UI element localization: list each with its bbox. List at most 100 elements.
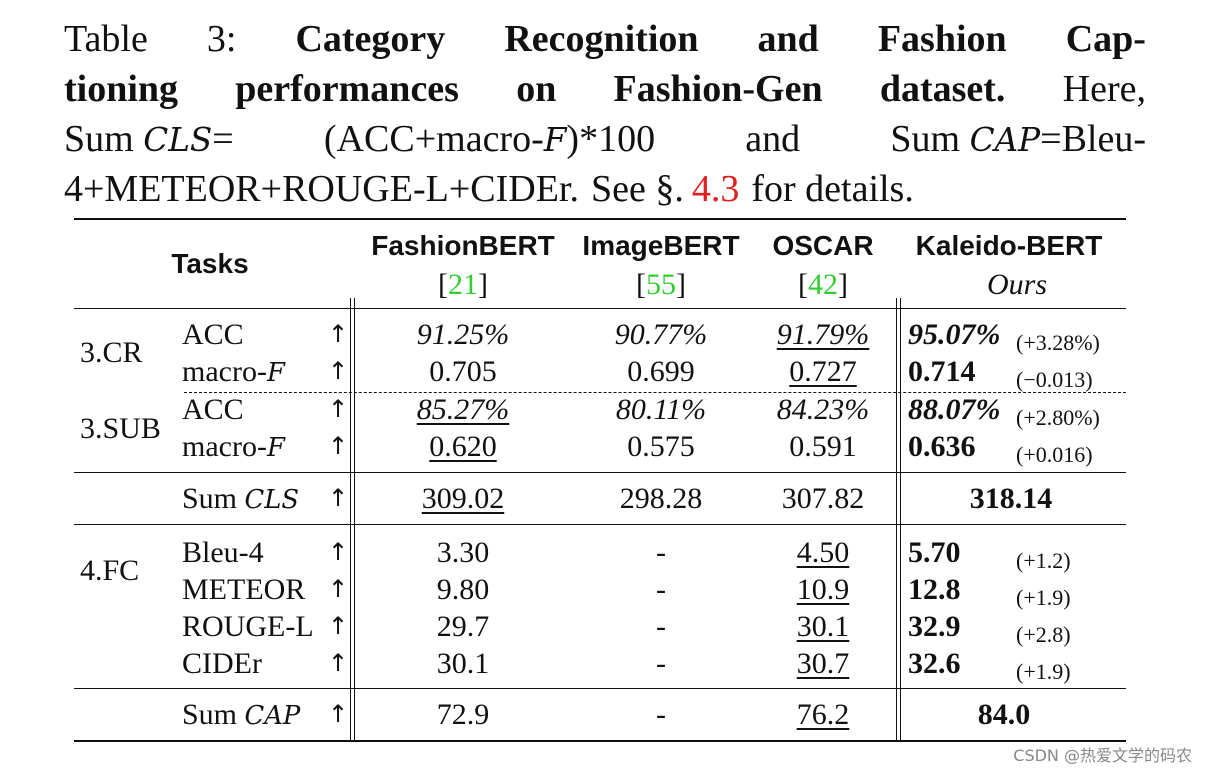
value-cell: 0.699	[627, 355, 695, 388]
f-symbol: F	[543, 121, 567, 159]
up-arrow-icon: ↑	[328, 612, 349, 640]
group-label-fc: 4.FC	[80, 554, 140, 587]
caption-word: tioning	[64, 68, 179, 110]
value-cell: -	[656, 647, 666, 680]
value-cell: 307.82	[781, 482, 865, 515]
value-cell: 0.620	[429, 430, 497, 463]
best-value-cell: 0.714	[908, 355, 976, 388]
column-header-oscar: OSCAR	[772, 230, 874, 261]
best-value-cell: 32.9	[908, 610, 961, 643]
caption-line-3: Sum CLS= (ACC+macro-F)*100 and Sum CAP=B…	[64, 114, 1146, 164]
header-rule	[74, 308, 1126, 309]
caption-word: Here,	[1062, 68, 1146, 110]
up-arrow-icon: ↑	[328, 700, 349, 728]
up-arrow-icon: ↑	[328, 357, 349, 385]
value-cell: 0.591	[789, 430, 857, 463]
best-value-cell: 12.8	[908, 573, 961, 606]
caption-word: and	[757, 18, 819, 60]
value-cell: 91.79%	[776, 318, 870, 351]
column-ref-imagebert: [55]	[636, 268, 686, 301]
caption-label: Table	[64, 18, 148, 60]
metric-label-acc: ACC	[182, 318, 244, 351]
value-cell: 30.1	[436, 647, 490, 680]
rule	[74, 472, 1126, 473]
citation-link[interactable]: 42	[808, 268, 838, 301]
up-arrow-icon: ↑	[328, 538, 349, 566]
column-header-fashionbert: FashionBERT	[371, 230, 555, 261]
section-ref-link[interactable]: 4.3	[691, 168, 740, 210]
ours-label: Ours	[986, 268, 1048, 301]
value-cell: 29.7	[436, 610, 490, 643]
double-rule	[896, 298, 897, 742]
value-cell: 4.50	[796, 536, 850, 569]
caption-formula: (ACC+macro-F)*100	[323, 118, 656, 160]
delta-value: (+1.9)	[1016, 585, 1071, 610]
cap-symbol: CAP	[969, 121, 1041, 159]
best-value-cell: 0.636	[908, 430, 976, 463]
value-cell: 0.705	[429, 355, 497, 388]
caption-word: Fashion	[877, 18, 1007, 60]
citation-link[interactable]: 55	[646, 268, 676, 301]
top-rule	[74, 218, 1126, 220]
caption-word: dataset.	[879, 68, 1006, 110]
caption-number: 3:	[206, 18, 237, 60]
caption-sum-cls: Sum CLS=	[64, 118, 234, 160]
dashed-rule	[184, 392, 1126, 393]
caption-line-1: Table 3: Category Recognition and Fashio…	[64, 14, 1146, 64]
value-cell: 80.11%	[615, 393, 707, 426]
delta-value: (+2.80%)	[1016, 405, 1100, 430]
citation-link[interactable]: 21	[448, 268, 478, 301]
value-cell: 76.2	[796, 698, 850, 731]
metric-label-sum-cap: Sum CAP	[182, 698, 301, 731]
best-value-cell: 84.0	[977, 698, 1031, 731]
best-value-cell: 5.70	[908, 536, 961, 569]
caption-word: for details.	[751, 168, 914, 210]
caption-line-2: tioning performances on Fashion-Gen data…	[64, 64, 1146, 114]
delta-value: (+1.2)	[1016, 548, 1071, 573]
metric-label-rouge-l: ROUGE-L	[182, 610, 314, 643]
delta-value: (−0.013)	[1016, 367, 1093, 392]
group-label-sub: 3.SUB	[80, 412, 161, 445]
value-cell: 298.28	[619, 482, 703, 515]
metric-label-cider: CIDEr	[182, 647, 262, 680]
delta-value: (+1.9)	[1016, 659, 1071, 684]
caption-word: 4+METEOR+ROUGE-L+CIDEr.	[64, 168, 579, 210]
metric-label-macro-f: macro-F	[182, 355, 285, 388]
value-cell: 72.9	[436, 698, 490, 731]
up-arrow-icon: ↑	[328, 575, 349, 603]
metric-label-meteor: METEOR	[182, 573, 306, 606]
column-header-imagebert: ImageBERT	[582, 230, 740, 261]
metric-label-macro-f: macro-F	[182, 430, 285, 463]
rule	[74, 688, 1126, 689]
column-ref-fashionbert: [21]	[438, 268, 488, 301]
value-cell: 3.30	[436, 536, 490, 569]
double-rule	[354, 298, 355, 742]
caption-line-4: 4+METEOR+ROUGE-L+CIDEr. See §. 4.3 for d…	[64, 164, 1146, 214]
value-cell: 10.9	[796, 573, 850, 606]
up-arrow-icon: ↑	[328, 395, 349, 423]
value-cell: 30.7	[796, 647, 850, 680]
double-rule	[900, 298, 901, 742]
value-cell: 84.23%	[776, 393, 870, 426]
caption-word: performances	[235, 68, 459, 110]
delta-value: (+2.8)	[1016, 622, 1071, 647]
column-header-kaleido-bert: Kaleido-BERT	[915, 230, 1103, 261]
value-cell: 309.02	[421, 482, 505, 515]
caption-word: Category	[295, 18, 446, 60]
watermark: CSDN @热爱文学的码农	[1013, 746, 1192, 765]
value-cell: 0.727	[789, 355, 857, 388]
caption-word: Fashion-Gen	[613, 68, 823, 110]
caption-sum-cap: Sum CAP=Bleu-	[890, 118, 1146, 160]
metric-label-bleu4: Bleu-4	[182, 536, 264, 569]
delta-value: (+3.28%)	[1016, 330, 1100, 355]
up-arrow-icon: ↑	[328, 432, 349, 460]
value-cell: 91.25%	[416, 318, 510, 351]
bottom-rule	[74, 740, 1126, 742]
group-label-cr: 3.CR	[80, 336, 143, 369]
cls-symbol: CLS	[143, 121, 213, 159]
double-rule	[350, 298, 351, 742]
value-cell: 0.575	[627, 430, 695, 463]
value-cell: 9.80	[436, 573, 490, 606]
results-table: Tasks FashionBERT [21] ImageBERT [55] OS…	[74, 218, 1126, 742]
caption-word: and	[745, 118, 801, 160]
